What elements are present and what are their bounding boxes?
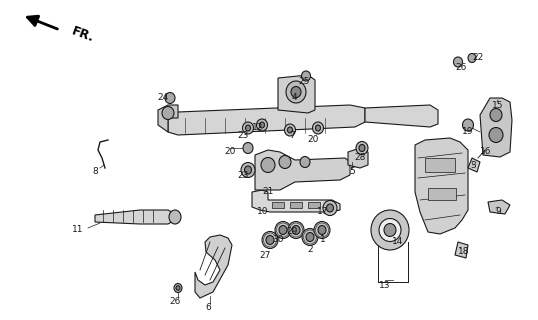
Text: 9: 9 (495, 207, 501, 217)
Text: 27: 27 (259, 251, 271, 260)
Ellipse shape (243, 142, 253, 154)
Ellipse shape (257, 119, 267, 131)
Text: 10: 10 (257, 207, 269, 217)
Ellipse shape (174, 284, 182, 292)
Ellipse shape (313, 122, 323, 134)
Ellipse shape (327, 204, 334, 212)
Ellipse shape (489, 127, 503, 142)
Polygon shape (290, 202, 302, 208)
Text: 15: 15 (492, 100, 504, 109)
Polygon shape (480, 98, 512, 157)
Text: 24: 24 (158, 93, 168, 102)
Text: 6: 6 (205, 303, 211, 313)
Text: 29: 29 (286, 228, 298, 236)
Polygon shape (348, 148, 368, 168)
Ellipse shape (245, 125, 251, 131)
Polygon shape (428, 188, 456, 200)
Polygon shape (168, 105, 365, 135)
Text: 21: 21 (263, 188, 274, 196)
Polygon shape (455, 242, 468, 258)
Ellipse shape (463, 119, 473, 131)
Polygon shape (95, 210, 175, 224)
Text: 20: 20 (307, 135, 318, 145)
Ellipse shape (243, 122, 253, 134)
Ellipse shape (318, 226, 326, 235)
Ellipse shape (359, 145, 365, 151)
Text: FR.: FR. (70, 25, 96, 45)
Ellipse shape (302, 228, 318, 245)
Polygon shape (488, 200, 510, 214)
Ellipse shape (169, 210, 181, 224)
Text: 22: 22 (472, 53, 484, 62)
Text: 2: 2 (307, 245, 313, 254)
Text: 16: 16 (480, 148, 492, 156)
Text: 20: 20 (224, 148, 236, 156)
Ellipse shape (468, 53, 476, 62)
Ellipse shape (306, 233, 314, 242)
Ellipse shape (241, 163, 255, 178)
Text: 18: 18 (458, 247, 470, 257)
Text: 5: 5 (349, 167, 355, 177)
Text: 23: 23 (237, 131, 249, 140)
Text: 25: 25 (298, 77, 310, 86)
Ellipse shape (286, 81, 306, 103)
Text: 28: 28 (355, 154, 366, 163)
Ellipse shape (262, 231, 278, 249)
Ellipse shape (266, 236, 274, 244)
Ellipse shape (323, 201, 337, 215)
Polygon shape (278, 75, 315, 113)
Text: 13: 13 (379, 281, 391, 290)
Ellipse shape (301, 71, 310, 81)
Ellipse shape (371, 210, 409, 250)
Text: 14: 14 (392, 237, 404, 246)
Text: 4: 4 (291, 93, 297, 102)
Polygon shape (158, 105, 178, 132)
Ellipse shape (285, 124, 295, 136)
Polygon shape (272, 202, 284, 208)
Polygon shape (195, 235, 232, 298)
Text: 1: 1 (320, 236, 326, 244)
Polygon shape (308, 202, 320, 208)
Ellipse shape (490, 108, 502, 122)
Polygon shape (425, 158, 455, 172)
Ellipse shape (291, 86, 301, 98)
Ellipse shape (279, 156, 291, 169)
Text: 17: 17 (317, 207, 329, 217)
Ellipse shape (275, 221, 291, 238)
Ellipse shape (454, 57, 463, 67)
Ellipse shape (314, 221, 330, 238)
Ellipse shape (379, 219, 401, 242)
Text: 11: 11 (72, 226, 84, 235)
Ellipse shape (279, 226, 287, 235)
Ellipse shape (315, 125, 321, 131)
Text: 12: 12 (252, 124, 264, 132)
Polygon shape (415, 138, 468, 234)
Text: 7: 7 (289, 131, 295, 140)
Ellipse shape (162, 107, 174, 119)
Ellipse shape (384, 223, 396, 236)
Ellipse shape (176, 286, 180, 290)
Ellipse shape (244, 166, 251, 174)
Ellipse shape (261, 157, 275, 172)
Text: 3: 3 (470, 161, 476, 170)
Text: 23: 23 (237, 171, 249, 180)
Ellipse shape (165, 92, 175, 103)
Polygon shape (365, 105, 438, 127)
Ellipse shape (259, 122, 265, 128)
Polygon shape (255, 150, 350, 190)
Text: 30: 30 (272, 236, 284, 244)
Ellipse shape (287, 127, 293, 133)
Ellipse shape (288, 221, 304, 238)
Ellipse shape (356, 141, 368, 155)
Text: 19: 19 (462, 127, 474, 137)
Polygon shape (252, 190, 340, 212)
Text: 8: 8 (92, 167, 98, 177)
Text: 26: 26 (169, 298, 181, 307)
Ellipse shape (292, 226, 300, 235)
Ellipse shape (300, 156, 310, 167)
Text: 26: 26 (455, 63, 466, 73)
Polygon shape (468, 158, 480, 172)
